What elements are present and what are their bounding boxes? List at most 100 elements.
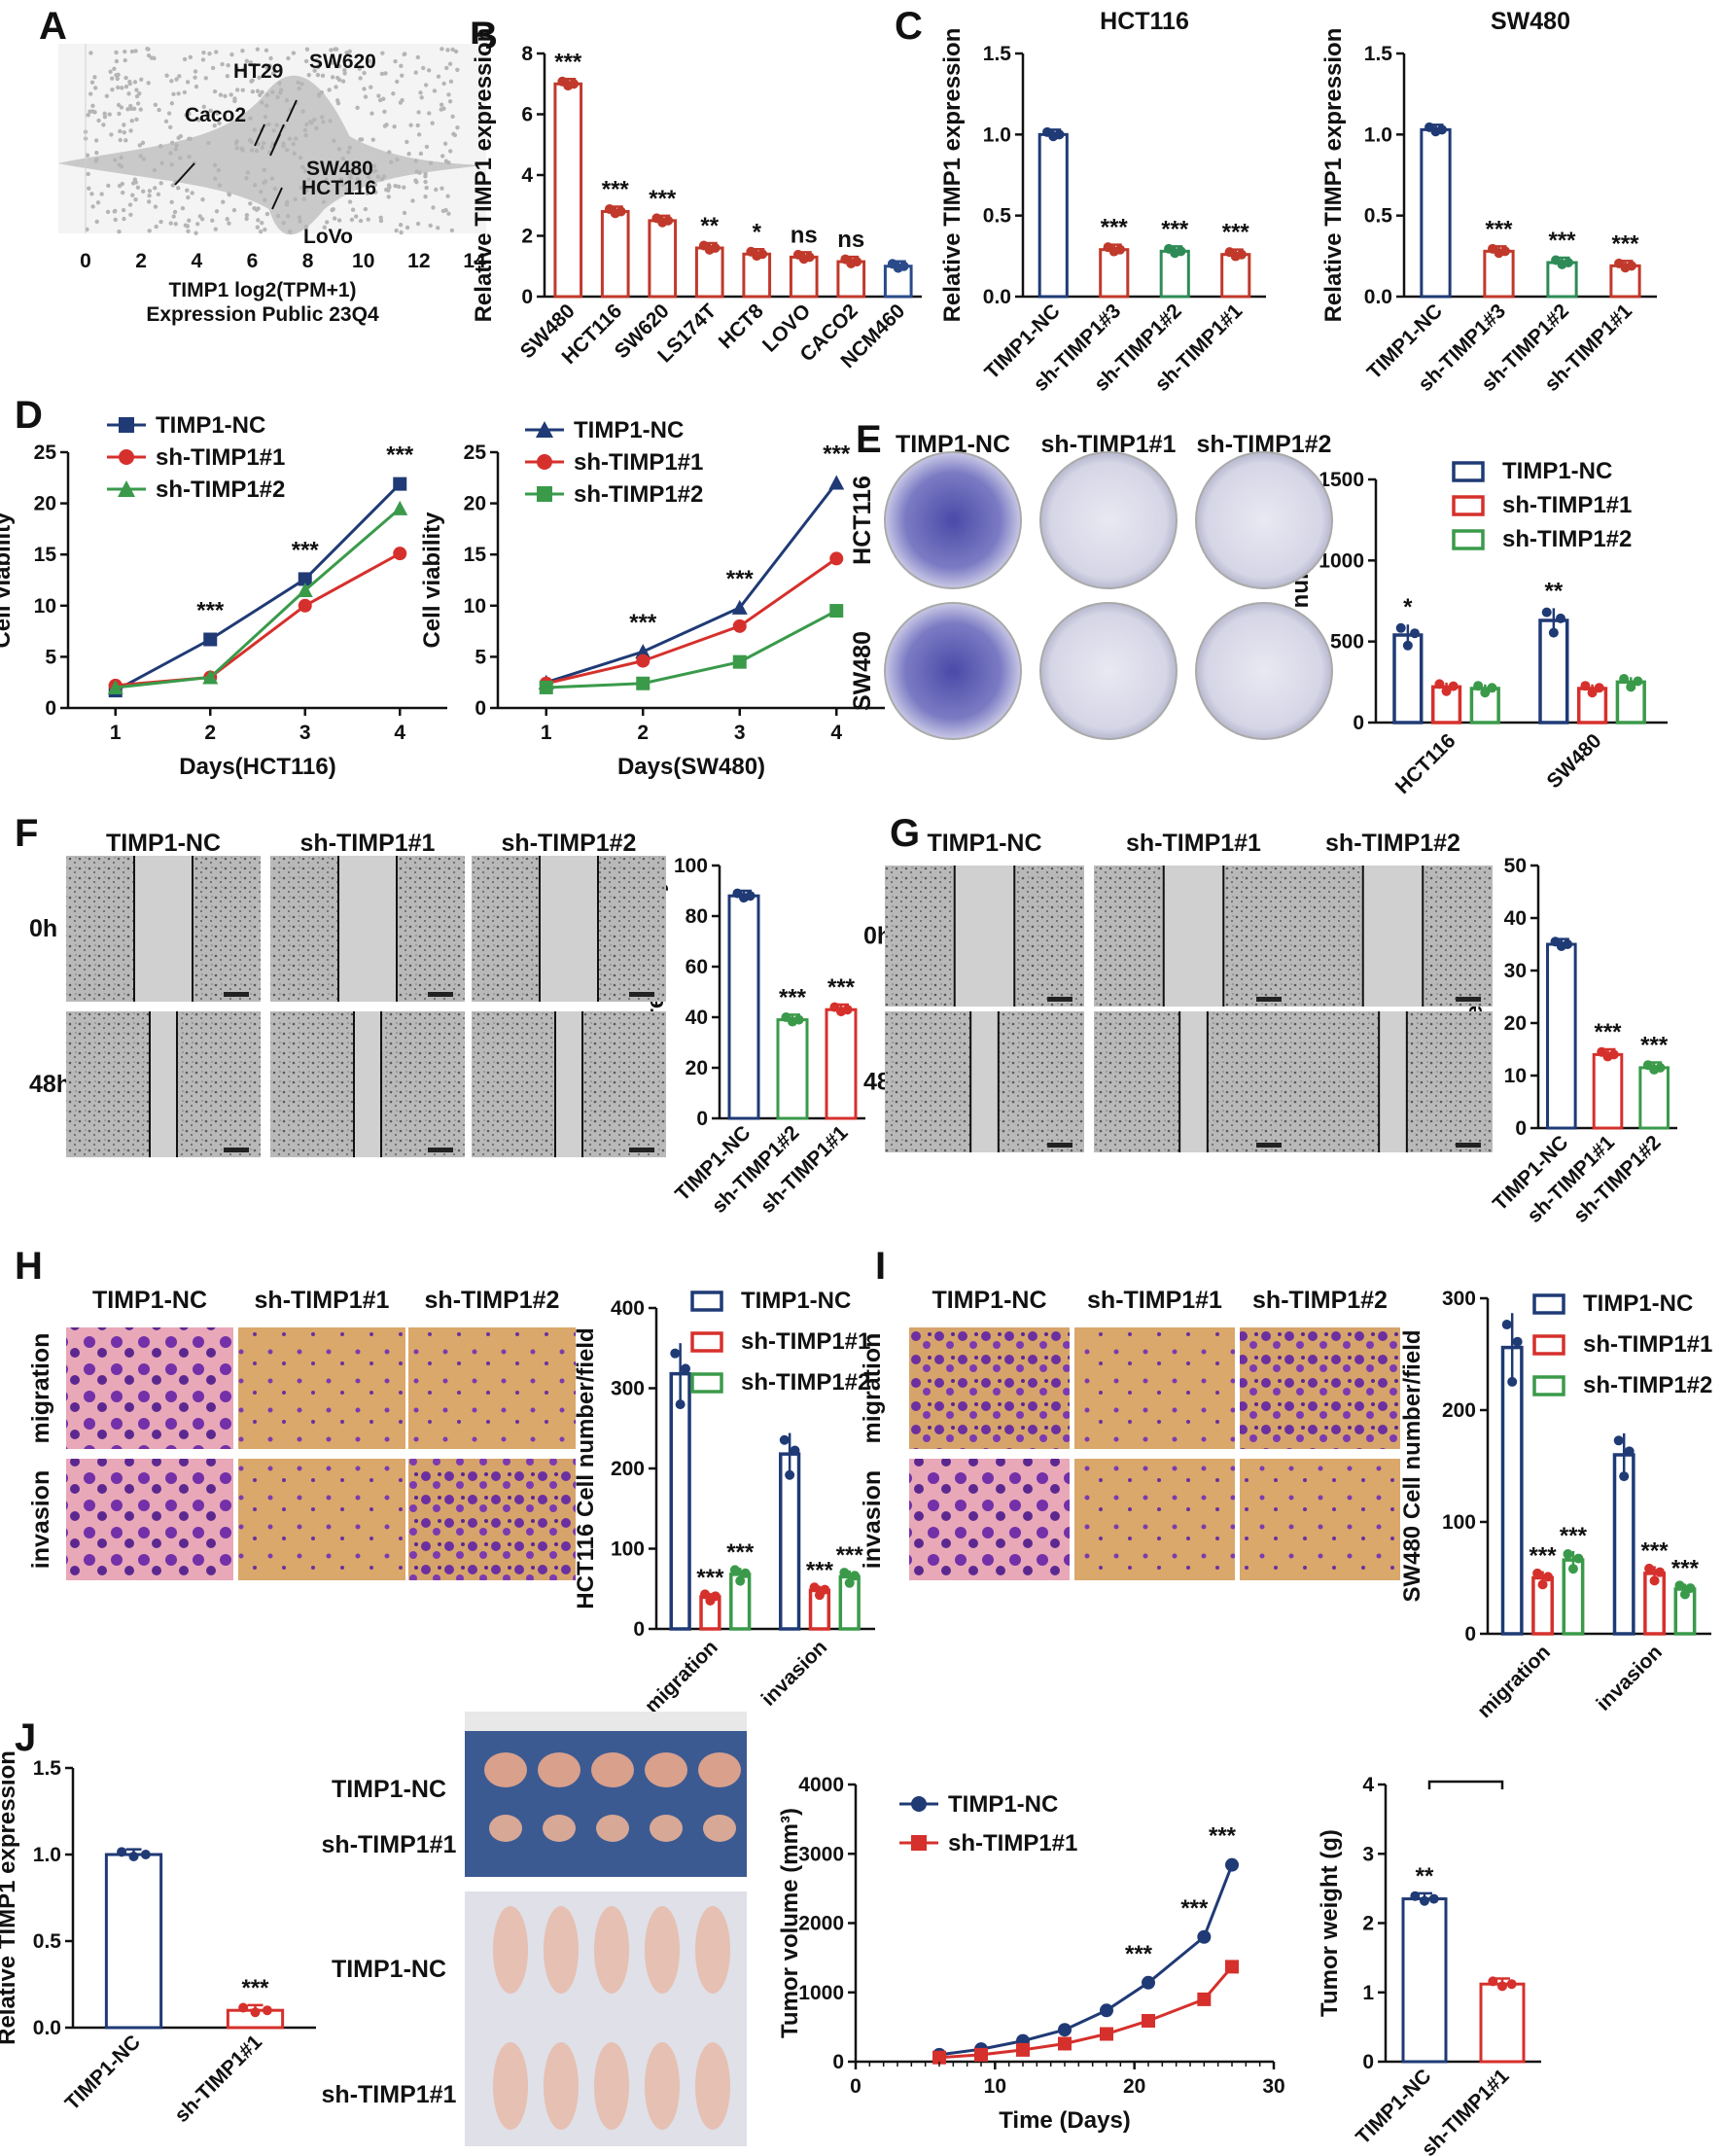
J3-y-tick-label: 3 <box>1362 1843 1374 1865</box>
D2-series-line <box>545 557 838 686</box>
mouse-image <box>594 1906 629 1994</box>
B-point <box>663 215 674 226</box>
D2-y-tick-label: 25 <box>464 442 487 464</box>
f-row-label: 48h <box>29 1071 71 1098</box>
j2-sig-label: *** <box>1209 1823 1237 1850</box>
a-scatter-point <box>296 80 300 86</box>
J3-y-axis-label: Tumor weight (g) <box>1317 1829 1343 2017</box>
a-scatter-point <box>382 109 387 115</box>
a-scatter-point <box>193 75 197 80</box>
J1-category-label: sh-TIMP1#1 <box>170 2031 266 2127</box>
a-scatter-point <box>327 88 332 92</box>
a-scatter-point <box>240 48 245 53</box>
a-scatter-point <box>423 83 429 88</box>
J1-point <box>117 1847 127 1857</box>
a-scatter-point <box>88 91 93 96</box>
a-scatter-point <box>364 164 369 169</box>
E-point <box>1448 681 1459 691</box>
D2-series-line <box>545 609 837 689</box>
a-scatter-point <box>193 69 198 74</box>
I-point <box>1512 1336 1523 1347</box>
a-scatter-point <box>87 186 91 191</box>
a-scatter-point <box>200 57 206 62</box>
a-scatter-point <box>240 88 245 92</box>
a-scatter-point <box>434 187 439 193</box>
H-point <box>850 1571 861 1581</box>
D1-y-tick-label: 5 <box>45 646 56 668</box>
wound-gap <box>970 1011 999 1152</box>
D1-x-tick-label: 3 <box>299 722 311 744</box>
D2-data-point <box>732 619 747 633</box>
a-scatter-point <box>220 61 225 67</box>
wound-gap <box>1362 866 1424 1007</box>
a-scatter-point <box>95 200 101 205</box>
a-scatter-point <box>448 79 454 84</box>
a-scatter-point <box>146 199 152 204</box>
colony-dish-image <box>884 451 1022 589</box>
a-scatter-point <box>212 88 218 94</box>
I-y-tick-label: 0 <box>1464 1623 1476 1645</box>
G-bar <box>1592 1052 1624 1130</box>
I-point <box>1573 1553 1584 1564</box>
a-scatter-point <box>426 68 432 73</box>
a-scatter-point <box>129 118 134 124</box>
a-scatter-point <box>176 91 181 96</box>
a-scatter-point <box>110 76 115 81</box>
h-legend-label: sh-TIMP1#2 <box>741 1369 870 1396</box>
D2-x-tick-label: 2 <box>637 722 649 744</box>
I-point <box>1624 1446 1635 1457</box>
G-bar <box>1546 942 1577 1130</box>
a-scatter-point <box>395 157 400 162</box>
colony-dish-image <box>1039 451 1178 589</box>
scale-bar <box>224 1148 249 1152</box>
F-point <box>793 1014 804 1025</box>
a-scatter-point <box>244 213 250 218</box>
wound-gap <box>338 856 397 1002</box>
a-scatter-point <box>292 151 297 156</box>
a-scatter-point <box>134 117 139 123</box>
B-y-tick-label: 0 <box>521 286 533 308</box>
tumor-specimen <box>650 1815 683 1842</box>
H-sig-label: *** <box>696 1565 724 1591</box>
F-point <box>745 891 756 901</box>
a-scatter-point <box>274 123 279 127</box>
a-scatter-point <box>147 194 152 198</box>
a-scatter-point <box>382 124 388 128</box>
C1-sig-label: *** <box>1101 215 1129 241</box>
a-scatter-point <box>369 111 374 116</box>
a-scatter-point <box>358 76 363 81</box>
D1-x-axis-label: Days(HCT116) <box>179 754 335 780</box>
a-scatter-point <box>264 65 270 70</box>
j2-legend-marker <box>911 1835 927 1851</box>
D1-data-point <box>392 500 408 515</box>
J2-data-point <box>1100 2003 1113 2018</box>
a-scatter-point <box>291 141 296 147</box>
a-scatter-point <box>249 79 254 84</box>
mouse-image <box>544 1906 579 1994</box>
a-scatter-point <box>258 229 264 234</box>
d2-sig-label: *** <box>629 610 657 636</box>
J2-data-point <box>1058 2023 1072 2037</box>
tumor-specimen <box>484 1752 527 1787</box>
H-point <box>839 1568 850 1578</box>
a-scatter-point <box>255 225 261 230</box>
J3-point <box>1506 1979 1517 1990</box>
a-scatter-point <box>86 113 90 118</box>
D1-series-line <box>115 482 402 692</box>
e-legend-label: sh-TIMP1#1 <box>1502 492 1632 518</box>
d2-legend-marker <box>536 421 553 438</box>
F-bar <box>776 1018 809 1120</box>
a-scatter-point <box>304 188 309 193</box>
B-category-label: HCT8 <box>715 300 768 353</box>
a-scatter-point <box>168 151 173 156</box>
C1-y-tick-label: 0.5 <box>983 205 1012 228</box>
B-bar <box>694 246 724 299</box>
tumor-specimen <box>543 1815 576 1842</box>
panel-label-e: E <box>856 418 882 461</box>
panel-label-j: J <box>15 1716 36 1759</box>
scale-bar <box>428 1148 453 1152</box>
B-point <box>615 206 626 217</box>
a-scatter-point <box>158 181 163 186</box>
a-scatter-point <box>256 218 261 223</box>
a-scatter-point <box>176 186 181 191</box>
